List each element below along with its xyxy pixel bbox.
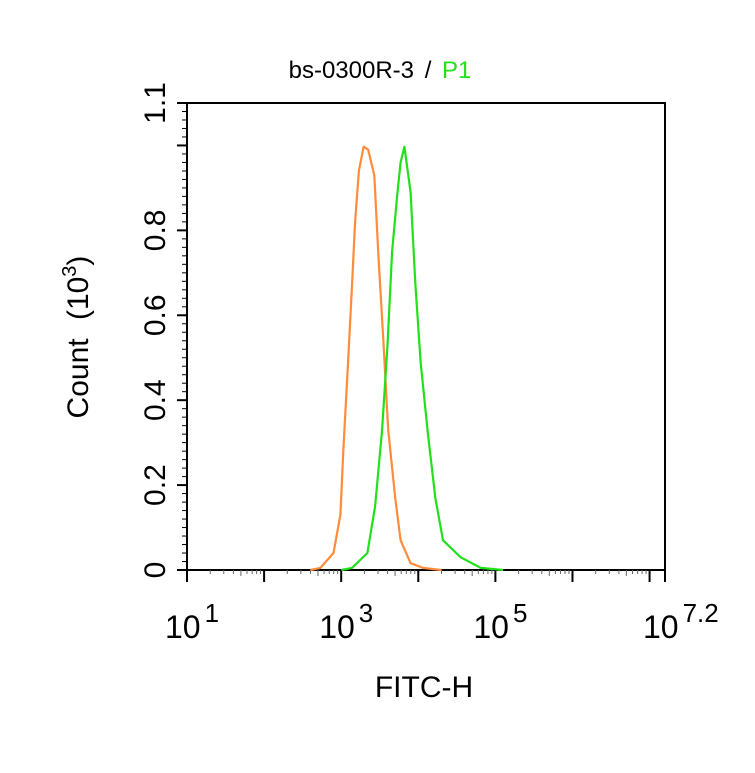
x-tick-label: 10 1 <box>165 598 219 645</box>
y-tick-label: 0.6 <box>139 294 172 336</box>
y-tick-label: 0.8 <box>139 210 172 252</box>
y-tick-label: 0.2 <box>139 464 172 506</box>
y-tick-label: 1.1 <box>139 82 172 124</box>
title-separator: / <box>425 57 432 84</box>
x-tick-label: 10 5 <box>473 598 527 645</box>
y-axis-label: Count (103) <box>59 256 95 419</box>
title-sample: bs-0300R-3 <box>289 57 414 84</box>
histogram-curve-control <box>310 145 442 572</box>
title-gate: P1 <box>442 57 471 84</box>
x-axis-label: FITC-H <box>375 671 473 704</box>
y-tick-label: 0.4 <box>139 379 172 421</box>
chart-title: bs-0300R-3 / P1 <box>289 57 472 84</box>
y-tick-label: 0 <box>139 562 172 579</box>
x-tick-label: 10 3 <box>319 598 373 645</box>
histogram-curve-p1 <box>340 145 504 572</box>
x-tick-label: 10 7.2 <box>643 598 719 645</box>
plot-frame <box>186 102 666 571</box>
